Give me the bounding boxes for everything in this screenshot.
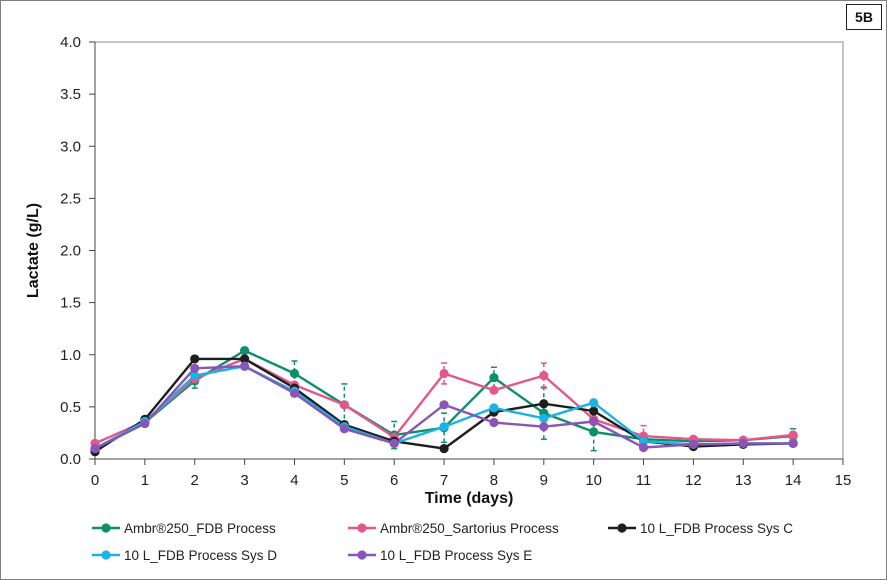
x-tick-label: 14: [785, 472, 802, 489]
x-axis-title: Time (days): [425, 490, 514, 507]
data-point: [788, 430, 798, 440]
data-point: [339, 424, 349, 434]
x-tick-label: 8: [490, 472, 498, 489]
y-tick-label: 3.5: [60, 86, 81, 103]
data-point: [589, 416, 599, 427]
data-point: [190, 363, 200, 373]
x-tick-label: 9: [540, 472, 548, 489]
data-point: [539, 422, 549, 432]
legend-swatch-marker: [357, 550, 367, 560]
x-tick-label: 5: [340, 472, 348, 489]
data-point: [638, 442, 649, 453]
x-tick-label: 12: [685, 472, 702, 489]
data-point: [589, 398, 599, 408]
data-point: [289, 388, 300, 398]
y-tick-label: 2.0: [60, 243, 81, 260]
y-tick-label: 2.5: [60, 190, 81, 207]
x-tick-label: 3: [240, 472, 248, 489]
series-points: [90, 345, 798, 457]
x-tick-label: 11: [636, 472, 652, 489]
legend-label: Ambr®250_Sartorius Process: [380, 521, 559, 536]
data-point: [439, 422, 449, 432]
x-tick-label: 15: [835, 472, 852, 489]
data-point: [190, 371, 200, 381]
x-tick-label: 2: [191, 472, 199, 489]
data-point: [539, 399, 549, 409]
legend: Ambr®250_FDB Process Ambr®250_Sartorius P…: [92, 521, 793, 563]
data-point: [240, 354, 250, 364]
plot-area: [94, 41, 844, 460]
data-point: [589, 427, 599, 437]
y-tick-label: 1.0: [60, 347, 81, 364]
x-tick-label: 4: [290, 472, 298, 489]
data-point: [489, 373, 499, 383]
x-tick-label: 13: [735, 472, 752, 489]
data-point: [439, 368, 449, 379]
x-tick-label: 1: [141, 472, 149, 489]
data-point: [489, 417, 499, 428]
x-tick-label: 6: [390, 472, 398, 489]
y-tick-label: 3.0: [60, 138, 81, 155]
x-tick-label: 7: [440, 472, 448, 489]
legend-swatch-marker: [357, 523, 367, 533]
legend-label: 10 L_FDB Process Sys E: [380, 548, 532, 563]
x-tick-label: 10: [585, 472, 602, 489]
legend-swatch-marker: [101, 550, 111, 560]
data-point: [90, 443, 100, 454]
data-point: [539, 413, 549, 423]
data-point: [240, 361, 250, 371]
data-point: [539, 371, 549, 381]
data-point: [439, 443, 449, 454]
data-point: [489, 403, 499, 413]
y-tick-label: 4.0: [60, 34, 81, 51]
data-point: [589, 406, 599, 416]
y-axis-title: Lactate (g/L): [25, 203, 42, 298]
data-point: [738, 438, 748, 448]
data-point: [788, 438, 798, 448]
data-point: [688, 439, 699, 450]
y-tick-label: 1.5: [60, 295, 81, 312]
axes: 0 1 2 3 4 5 6 7 8 9 10 11 12 13 14 150.00.51.01.52.02.5…: [60, 34, 851, 489]
y-tick-label: 0.5: [60, 399, 81, 416]
data-point: [439, 400, 449, 410]
data-point: [190, 354, 200, 364]
x-tick-label: 0: [91, 472, 99, 489]
data-point: [289, 368, 300, 379]
figure-badge: 5B: [846, 4, 882, 30]
data-point: [140, 418, 150, 429]
data-point: [339, 400, 349, 410]
data-point: [489, 385, 499, 395]
legend-label: 10 L_FDB Process Sys C: [640, 521, 793, 536]
legend-swatch-marker: [101, 523, 111, 533]
data-point: [240, 345, 250, 356]
legend-label: 10 L_FDB Process Sys D: [124, 548, 277, 563]
y-tick-label: 0.0: [60, 451, 81, 468]
data-point: [389, 438, 399, 448]
legend-label: Ambr®250_FDB Process: [124, 521, 276, 536]
legend-swatch-marker: [617, 523, 627, 533]
